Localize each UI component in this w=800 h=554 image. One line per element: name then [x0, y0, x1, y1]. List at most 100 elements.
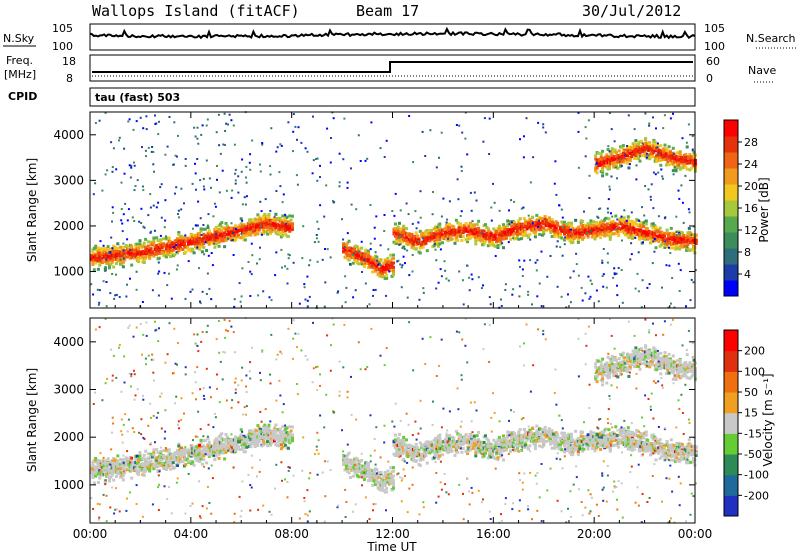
power-cell: [232, 232, 235, 235]
power-cell: [367, 251, 370, 255]
power-cell: [615, 157, 618, 161]
power-cell: [524, 230, 528, 234]
power-cell: [352, 253, 355, 256]
power-cell: [558, 204, 561, 207]
power-cell: [304, 298, 307, 301]
power-cell: [152, 204, 155, 207]
power-cell: [385, 276, 389, 280]
velocity-cell: [152, 453, 156, 457]
power-cell: [404, 262, 406, 265]
power-cell: [375, 266, 379, 270]
power-cell: [669, 233, 673, 237]
power-cell: [389, 259, 393, 263]
power-cell: [291, 214, 294, 218]
power-cell: [603, 218, 607, 222]
power-cell: [201, 124, 204, 127]
power-cell: [213, 245, 217, 249]
power-cell: [291, 222, 294, 226]
velocity-cell: [184, 463, 188, 467]
power-cell: [263, 226, 267, 229]
power-cell: [164, 236, 168, 240]
nsky-tick-top: 105: [52, 22, 73, 35]
power-cell: [242, 231, 246, 235]
power-cell: [273, 215, 276, 218]
power-cell: [542, 230, 546, 233]
power-cell: [157, 261, 160, 264]
power-cell: [584, 155, 587, 158]
power-cell: [323, 215, 326, 218]
power-cell: [594, 224, 598, 228]
power-cell: [211, 264, 214, 267]
power-cell: [175, 251, 178, 254]
velocity-cell: [108, 479, 111, 483]
power-cell: [193, 126, 196, 129]
power-cell: [122, 213, 125, 216]
power-cell: [627, 145, 631, 149]
power-cell: [511, 293, 514, 296]
power-cell: [119, 258, 122, 261]
power-cell: [653, 141, 657, 144]
velocity-cell: [202, 458, 206, 462]
power-cell: [472, 230, 476, 234]
power-cell: [595, 289, 598, 292]
power-cell: [369, 248, 372, 251]
power-cell: [681, 137, 684, 140]
power-cell: [338, 185, 341, 188]
power-cell: [408, 274, 411, 277]
power-cell: [387, 248, 390, 251]
velocity-cell: [148, 465, 152, 469]
power-cell: [375, 255, 379, 259]
power-cell: [234, 182, 237, 185]
power-cell: [177, 231, 181, 235]
power-cell: [671, 169, 675, 173]
power-cell: [652, 207, 655, 210]
power-cell: [159, 240, 163, 244]
power-cell: [496, 231, 500, 235]
power-cell: [338, 181, 341, 184]
power-cell: [418, 246, 422, 250]
power-cell: [196, 137, 199, 140]
power-cell: [671, 162, 675, 166]
power-cell: [336, 291, 339, 294]
velocity-cell: [103, 462, 107, 466]
velocity-cell: [246, 443, 250, 446]
power-cell: [278, 171, 281, 174]
power-cell: [576, 240, 580, 244]
power-cell: [644, 147, 648, 151]
power-cell: [675, 215, 678, 218]
power-cell: [637, 142, 641, 146]
power-cell: [467, 234, 471, 238]
power-cell: [623, 148, 627, 152]
power-cell: [513, 237, 517, 241]
power-cell: [529, 181, 532, 184]
power-cell: [640, 233, 644, 237]
power-cell: [269, 209, 272, 212]
power-cell: [146, 240, 150, 244]
power-cell: [631, 220, 634, 223]
power-cell: [275, 251, 278, 254]
power-cell: [461, 231, 465, 235]
power-cell: [477, 276, 480, 279]
power-cell: [303, 283, 306, 286]
power-cell: [456, 178, 459, 181]
power-cell: [394, 192, 397, 195]
power-cell: [139, 116, 142, 119]
power-cell: [533, 235, 537, 239]
power-cell: [657, 171, 660, 174]
power-cell: [638, 150, 642, 154]
power-cell: [691, 135, 694, 138]
cpid-strip-frame: [89, 87, 696, 107]
power-cell: [313, 241, 316, 244]
power-cell: [252, 225, 256, 228]
power-cell: [199, 217, 202, 220]
power-cell: [289, 218, 293, 222]
power-cell: [625, 219, 628, 222]
power-cell: [237, 228, 240, 232]
power-cell: [127, 245, 131, 249]
power-cell: [417, 221, 420, 224]
power-cell: [266, 232, 270, 236]
power-cell: [608, 185, 611, 188]
power-cell: [493, 201, 496, 204]
power-cell: [664, 216, 667, 219]
power-cell: [585, 137, 588, 140]
